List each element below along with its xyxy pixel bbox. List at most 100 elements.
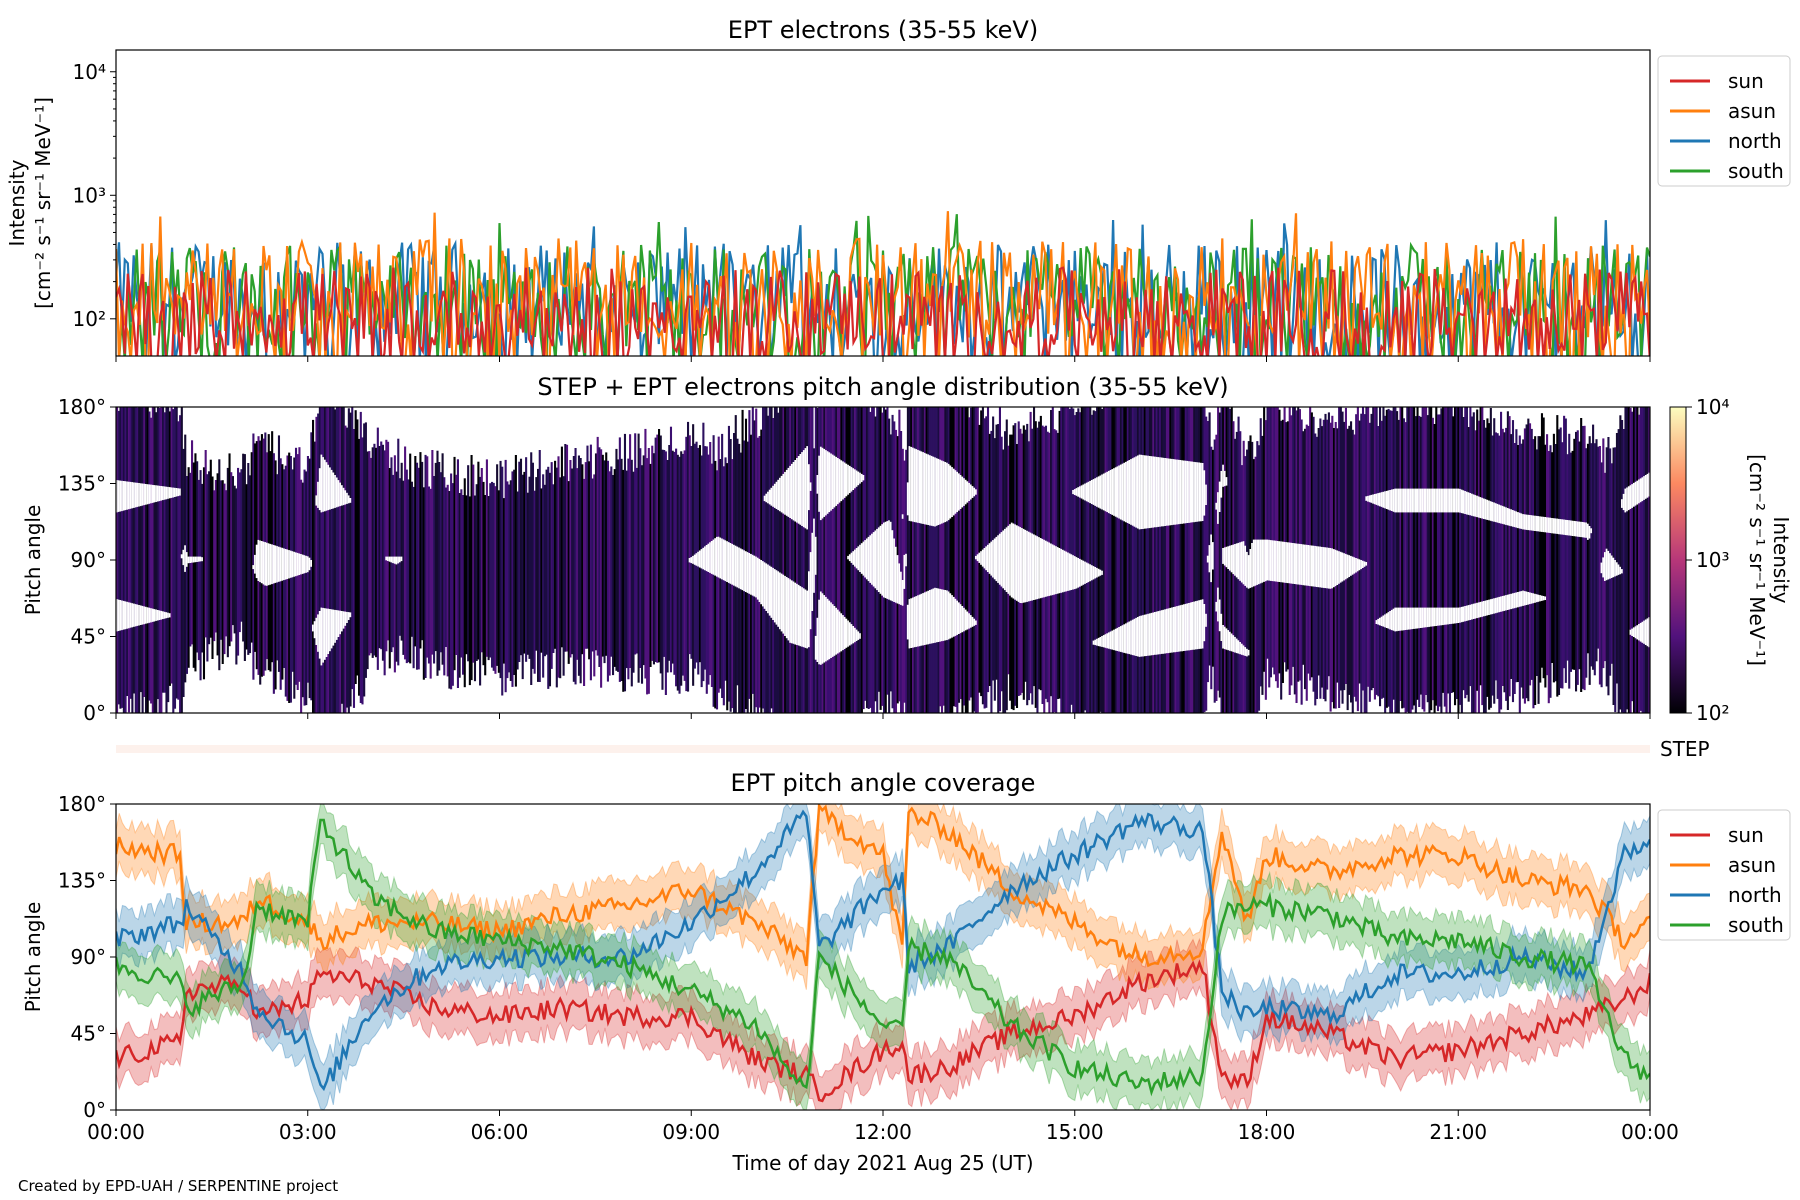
heatmap-column bbox=[373, 443, 376, 656]
heatmap-column bbox=[1505, 427, 1508, 701]
heatmap-column bbox=[913, 407, 916, 713]
heatmap-gap bbox=[1126, 460, 1129, 523]
heatmap-gap bbox=[1411, 607, 1414, 630]
heatmap-column bbox=[1143, 407, 1146, 713]
heatmap-gap bbox=[1621, 499, 1624, 508]
heatmap-gap bbox=[876, 528, 879, 591]
heatmap-gap bbox=[1551, 518, 1554, 534]
heatmap-gap bbox=[1588, 526, 1591, 539]
heatmap-gap bbox=[339, 610, 342, 635]
heatmap-gap bbox=[1438, 488, 1441, 513]
heatmap-gap bbox=[831, 454, 834, 509]
heatmap-column bbox=[908, 407, 911, 713]
heatmap-gap bbox=[768, 565, 771, 616]
heatmap-gap bbox=[838, 459, 841, 503]
heatmap-gap bbox=[1389, 490, 1392, 511]
heatmap-column bbox=[119, 407, 122, 709]
heatmap-column bbox=[238, 472, 241, 633]
heatmap-gap bbox=[185, 552, 188, 567]
heatmap-gap bbox=[1068, 553, 1071, 591]
heatmap-column bbox=[1148, 407, 1151, 713]
panel3-title: EPT pitch angle coverage bbox=[731, 769, 1036, 797]
heatmap-column bbox=[1585, 448, 1588, 678]
heatmap-gap bbox=[693, 554, 696, 565]
heatmap-column bbox=[172, 409, 175, 713]
heatmap-gap bbox=[1350, 555, 1353, 576]
heatmap-gap bbox=[751, 554, 754, 596]
heatmap-column bbox=[552, 484, 555, 653]
heatmap-column bbox=[479, 476, 482, 686]
heatmap-column bbox=[1171, 407, 1174, 713]
heatmap-gap bbox=[1157, 611, 1160, 655]
heatmap-gap bbox=[773, 483, 777, 508]
heatmap-gap bbox=[1537, 594, 1540, 602]
heatmap-gap bbox=[1084, 483, 1087, 501]
heatmap-gap bbox=[777, 479, 780, 511]
heatmap-gap bbox=[825, 596, 828, 662]
heatmap-gap bbox=[843, 462, 846, 498]
heatmap-gap bbox=[168, 613, 171, 618]
heatmap-gap bbox=[269, 543, 272, 585]
heatmap-gap bbox=[306, 556, 309, 573]
heatmap-gap bbox=[1094, 567, 1097, 579]
heatmap-gap bbox=[1544, 517, 1547, 533]
panel2-heatmap bbox=[116, 407, 1650, 713]
heatmap-gap bbox=[146, 484, 149, 505]
heatmap-column bbox=[779, 407, 782, 713]
heatmap-gap bbox=[272, 545, 275, 584]
heatmap-column bbox=[1469, 407, 1472, 687]
heatmap-gap bbox=[344, 490, 347, 505]
heatmap-column bbox=[830, 407, 833, 713]
heatmap-gap bbox=[1097, 637, 1100, 647]
heatmap-gap bbox=[1167, 608, 1170, 654]
heatmap-gap bbox=[785, 469, 788, 516]
heatmap-gap bbox=[920, 451, 923, 524]
heatmap-gap bbox=[801, 452, 804, 526]
heatmap-column bbox=[150, 417, 153, 704]
heatmap-gap bbox=[1109, 470, 1112, 514]
heatmap-gap bbox=[1503, 506, 1506, 525]
heatmap-column bbox=[1539, 436, 1542, 683]
heatmap-column bbox=[971, 407, 974, 713]
heatmap-gap bbox=[1063, 550, 1066, 592]
heatmap-column bbox=[218, 459, 221, 671]
heatmap-gap bbox=[1165, 458, 1169, 526]
heatmap-gap bbox=[697, 551, 700, 567]
heatmap-gap bbox=[298, 553, 301, 575]
heatmap-column bbox=[1544, 444, 1547, 688]
heatmap-column bbox=[537, 468, 540, 682]
heatmap-gap bbox=[935, 588, 938, 643]
heatmap-gap bbox=[1639, 478, 1642, 503]
heatmap-gap bbox=[911, 597, 915, 648]
heatmap-gap bbox=[1503, 595, 1506, 611]
heatmap-gap bbox=[397, 556, 400, 564]
heatmap-gap bbox=[175, 488, 178, 497]
heatmap-column bbox=[1266, 407, 1269, 659]
heatmap-column bbox=[797, 407, 800, 713]
heatmap-column bbox=[1624, 407, 1627, 713]
heatmap-column bbox=[1525, 424, 1528, 699]
heatmap-gap bbox=[831, 604, 834, 657]
heatmap-gap bbox=[1339, 551, 1342, 583]
heatmap-gap bbox=[1542, 596, 1545, 601]
heatmap-column bbox=[1598, 446, 1601, 685]
heatmap-gap bbox=[802, 450, 805, 528]
heatmap-column bbox=[509, 480, 512, 681]
heatmap-column bbox=[1234, 438, 1237, 713]
heatmap-gap bbox=[997, 535, 1000, 583]
heatmap-gap bbox=[1067, 552, 1070, 591]
heatmap-gap bbox=[163, 486, 166, 500]
heatmap-column bbox=[550, 462, 553, 669]
panel3-uncertainty-bands bbox=[116, 804, 1650, 1110]
heatmap-column bbox=[722, 466, 725, 706]
heatmap-gap bbox=[1399, 488, 1402, 513]
heatmap-gap bbox=[1004, 528, 1007, 591]
heatmap-gap bbox=[780, 475, 783, 513]
heatmap-column bbox=[622, 469, 625, 692]
heatmap-column bbox=[681, 453, 684, 676]
heatmap-gap bbox=[1511, 510, 1515, 527]
heatmap-gap bbox=[917, 449, 920, 523]
colorbar-label-line2: [cm⁻² s⁻¹ sr⁻¹ MeV⁻¹] bbox=[1745, 454, 1769, 666]
x-tick-label: 00:00 bbox=[1621, 1120, 1679, 1144]
